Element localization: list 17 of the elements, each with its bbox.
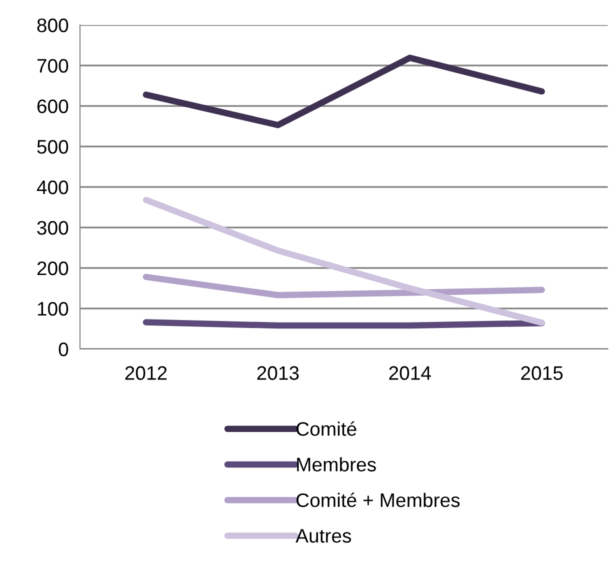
legend-label: Comité	[296, 421, 356, 436]
x-tick-label: 2013	[257, 366, 299, 380]
y-tick-label: 100	[38, 302, 68, 316]
y-tick-label: 700	[37, 58, 68, 73]
y-tick-label: 800	[37, 18, 68, 32]
y-tick-label: 500	[37, 140, 68, 154]
legend-label: Autres	[296, 529, 352, 543]
x-tick-label: 2015	[521, 366, 563, 380]
y-tick-label: 600	[37, 99, 68, 114]
x-tick-label: 2014	[389, 366, 431, 380]
x-tick-label: 2012	[125, 366, 167, 380]
legend-label: Comité + Membres	[296, 492, 460, 508]
y-tick-label: 400	[36, 180, 68, 194]
y-tick-label: 0	[58, 342, 68, 356]
y-tick-label: 300	[37, 220, 68, 235]
legend-label: Membres	[297, 457, 376, 472]
y-tick-label: 200	[37, 261, 68, 276]
